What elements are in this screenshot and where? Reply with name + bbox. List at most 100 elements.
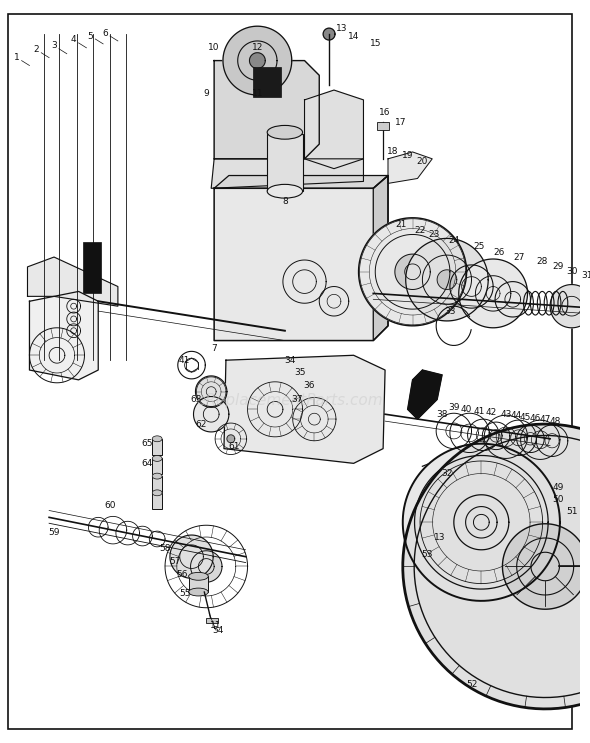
- Text: 41: 41: [474, 406, 485, 416]
- Text: 28: 28: [536, 258, 548, 267]
- Polygon shape: [211, 159, 363, 188]
- Text: 37: 37: [291, 395, 303, 404]
- Text: 42: 42: [486, 408, 497, 417]
- Bar: [189, 577, 208, 592]
- Polygon shape: [194, 397, 229, 432]
- Text: 41: 41: [179, 356, 191, 365]
- Text: 8: 8: [282, 197, 288, 206]
- Text: 5: 5: [87, 31, 93, 41]
- Ellipse shape: [585, 290, 590, 297]
- Text: 35: 35: [294, 369, 306, 377]
- Polygon shape: [459, 259, 527, 328]
- Text: 26: 26: [493, 247, 504, 256]
- Bar: [152, 439, 162, 455]
- Text: 43: 43: [500, 409, 512, 419]
- Text: 40: 40: [461, 405, 472, 414]
- Text: 24: 24: [448, 236, 460, 245]
- Bar: [84, 242, 101, 293]
- Polygon shape: [223, 26, 291, 95]
- Text: 25: 25: [474, 241, 485, 250]
- Text: 4: 4: [71, 36, 77, 45]
- Text: 45: 45: [520, 412, 531, 422]
- Polygon shape: [437, 270, 457, 290]
- Polygon shape: [408, 370, 442, 419]
- Text: 50: 50: [552, 495, 563, 504]
- Text: 59: 59: [48, 528, 60, 536]
- Polygon shape: [550, 285, 590, 328]
- Text: 56: 56: [176, 570, 188, 579]
- Text: 22: 22: [415, 226, 426, 235]
- Text: 62: 62: [196, 420, 207, 429]
- Polygon shape: [474, 514, 489, 531]
- Text: 18: 18: [387, 147, 399, 157]
- Text: 20: 20: [417, 158, 428, 166]
- Text: 38: 38: [436, 409, 448, 419]
- Text: 58: 58: [159, 545, 171, 554]
- Text: 14: 14: [348, 31, 359, 41]
- Bar: [254, 68, 281, 97]
- Text: 17: 17: [395, 118, 407, 127]
- Text: 53: 53: [422, 551, 433, 559]
- Text: 39: 39: [448, 403, 460, 412]
- Text: 63: 63: [191, 395, 202, 404]
- Polygon shape: [406, 239, 488, 321]
- Text: 7: 7: [211, 344, 217, 353]
- Ellipse shape: [152, 473, 162, 479]
- Text: 31: 31: [582, 271, 590, 280]
- Polygon shape: [227, 435, 235, 443]
- Ellipse shape: [585, 315, 590, 323]
- Polygon shape: [214, 175, 388, 188]
- Polygon shape: [359, 218, 467, 326]
- Text: 64: 64: [142, 459, 153, 468]
- Bar: [585, 293, 590, 319]
- Bar: [377, 123, 389, 130]
- Polygon shape: [214, 175, 388, 340]
- Text: 13: 13: [336, 24, 348, 33]
- Text: 29: 29: [552, 262, 563, 271]
- Text: 3: 3: [51, 42, 57, 51]
- Polygon shape: [170, 535, 213, 578]
- Polygon shape: [304, 90, 363, 169]
- Text: 46: 46: [530, 414, 541, 423]
- Text: 2: 2: [34, 45, 39, 54]
- Text: 32: 32: [441, 469, 453, 478]
- Polygon shape: [373, 175, 388, 340]
- Text: 30: 30: [566, 267, 578, 276]
- Text: 60: 60: [104, 501, 116, 510]
- Text: 27: 27: [513, 253, 525, 262]
- Text: 33: 33: [444, 307, 455, 316]
- Polygon shape: [250, 53, 266, 68]
- Text: 11: 11: [211, 621, 222, 630]
- Text: 1: 1: [14, 53, 19, 62]
- Text: 9: 9: [204, 88, 209, 97]
- Text: 54: 54: [212, 626, 224, 635]
- Polygon shape: [30, 291, 98, 380]
- Bar: [267, 134, 303, 191]
- Text: 11: 11: [251, 88, 263, 97]
- Text: 52: 52: [466, 680, 477, 689]
- Text: 61: 61: [228, 442, 240, 451]
- Polygon shape: [503, 524, 588, 609]
- Ellipse shape: [152, 436, 162, 442]
- Text: 10: 10: [208, 43, 220, 52]
- Ellipse shape: [152, 455, 162, 461]
- Text: 36: 36: [304, 381, 315, 390]
- Bar: [152, 476, 162, 492]
- Polygon shape: [323, 28, 335, 40]
- Ellipse shape: [189, 588, 208, 596]
- Text: 55: 55: [179, 589, 191, 599]
- Bar: [152, 493, 162, 508]
- Bar: [206, 617, 218, 623]
- Text: 57: 57: [169, 557, 181, 566]
- Polygon shape: [195, 376, 227, 407]
- Ellipse shape: [189, 572, 208, 580]
- Text: 47: 47: [539, 415, 551, 424]
- Text: 19: 19: [402, 152, 414, 160]
- Text: 49: 49: [552, 484, 563, 493]
- Ellipse shape: [267, 126, 303, 139]
- Text: 23: 23: [428, 230, 440, 239]
- Text: eReplacementParts.com: eReplacementParts.com: [196, 393, 383, 408]
- Polygon shape: [191, 551, 222, 583]
- Polygon shape: [403, 424, 590, 709]
- Ellipse shape: [267, 184, 303, 198]
